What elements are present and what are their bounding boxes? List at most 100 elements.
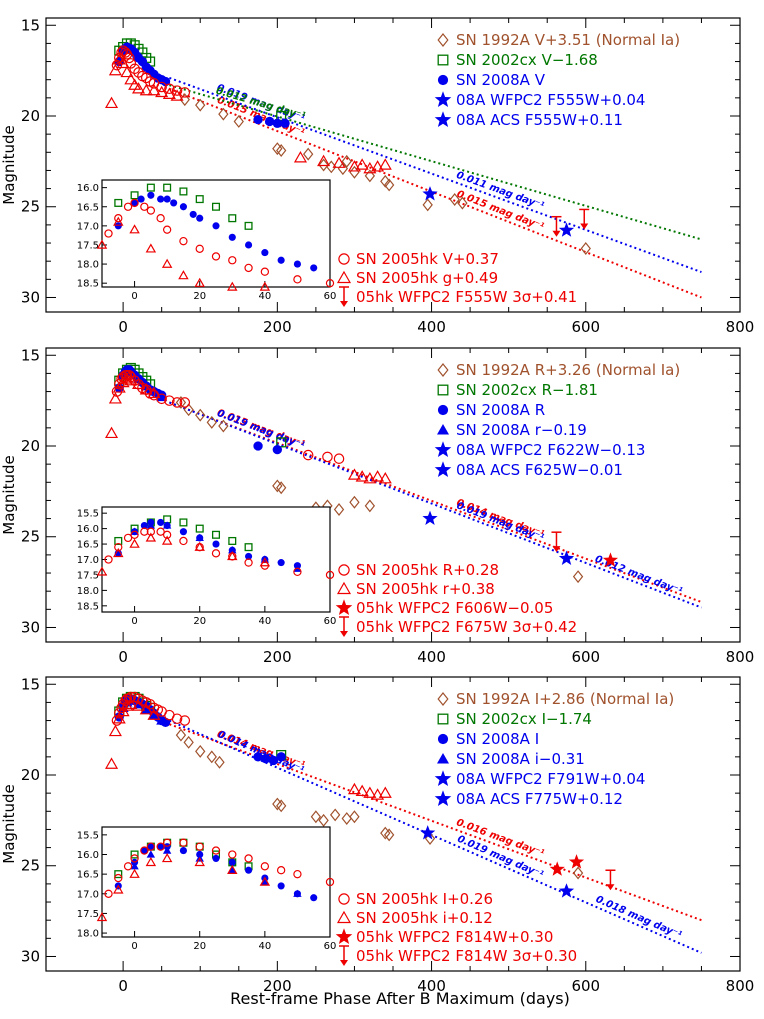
- data-point: [318, 813, 329, 827]
- inset-data-point: [162, 846, 172, 854]
- legend-marker: [338, 893, 350, 905]
- inset-frame: [101, 826, 331, 938]
- inset-data-point: [161, 853, 173, 863]
- inset-x-tick-label: 20: [193, 291, 206, 302]
- data-point: [218, 107, 229, 121]
- data-point: [363, 471, 377, 484]
- legend-marker: [335, 928, 353, 944]
- data-point: [233, 114, 244, 128]
- legend-label: 05hk WFPC2 F675W 3σ+0.42: [356, 618, 577, 636]
- series-sn-2005hk-i: [111, 691, 191, 726]
- inset-data-point: [123, 862, 133, 871]
- legend-label: SN 2005hk R+0.28: [356, 561, 499, 579]
- legend-top: SN 1992A I+2.86 (Normal Ia) SN 2002cx I−1…: [434, 690, 674, 808]
- series-08a-hst: [420, 825, 575, 898]
- data-point: [105, 757, 119, 769]
- inset-y-tick-label: 17.5: [77, 240, 99, 251]
- series-sn-1992a: [175, 395, 584, 584]
- y-tick-label: 15: [21, 675, 40, 693]
- inset-data-point: [293, 869, 302, 879]
- series-05hk-f606w: [602, 552, 618, 567]
- series-05hk-limit: [551, 208, 590, 237]
- data-point: [179, 87, 191, 98]
- legend-label: SN 1992A R+3.26 (Normal Ia): [456, 361, 680, 379]
- inset-data-point: [130, 854, 139, 863]
- data-point: [171, 713, 183, 725]
- inset-data-point: [276, 866, 286, 875]
- data-point: [579, 208, 590, 230]
- inset-y-tick-label: 18.0: [77, 586, 99, 597]
- legend-marker: [335, 599, 353, 615]
- inset-data-point: [146, 206, 156, 215]
- data-point: [113, 708, 125, 719]
- data-point: [333, 503, 345, 516]
- y-tick-label: 25: [21, 857, 40, 875]
- data-point: [120, 65, 134, 78]
- data-point: [183, 403, 194, 417]
- inset-y-tick-label: 17.0: [77, 889, 99, 900]
- inset-data-point: [195, 195, 204, 204]
- inset-data-point: [277, 882, 285, 890]
- data-point: [129, 63, 140, 75]
- inset-y-tick-label: 16.0: [77, 524, 99, 535]
- inset-x-tick-label: 20: [193, 941, 206, 952]
- inset-data-point: [170, 199, 178, 207]
- inset-data-point: [310, 894, 318, 902]
- data-point: [276, 437, 287, 448]
- data-point: [108, 63, 122, 76]
- inset-data-point: [104, 229, 113, 238]
- inset-panel: 0 20 40 60 15.5 16.0 16.5 17.0 17.5 18.0: [77, 826, 336, 952]
- data-point: [371, 788, 385, 800]
- inset-data-point: [244, 221, 253, 230]
- inset-data-point: [104, 889, 113, 898]
- inset-data-point: [114, 198, 123, 207]
- inset-data-point: [293, 889, 302, 897]
- inset-data-point: [146, 521, 156, 529]
- data-point: [422, 198, 433, 212]
- legend-label: SN 2002cx R−1.81: [456, 381, 598, 399]
- data-point: [117, 45, 129, 56]
- inset-data-point: [162, 838, 172, 847]
- data-point: [378, 786, 392, 798]
- inset-data-point: [147, 191, 155, 199]
- data-point: [214, 755, 225, 769]
- inset-data-point: [245, 241, 253, 249]
- series-05hk-f814w: [549, 854, 585, 876]
- legend-marker: [434, 111, 452, 127]
- legend-label: SN 2002cx I−1.74: [456, 710, 592, 728]
- inset-y-tick-label: 17.0: [77, 221, 99, 232]
- decline-rate-label: 0.019 mag day⁻¹: [455, 500, 545, 544]
- x-tick-label: 400: [417, 648, 446, 666]
- inset-data-point: [161, 258, 173, 268]
- y-tick-label: 20: [21, 766, 40, 784]
- inset-data-point: [114, 214, 123, 223]
- decline-line: [169, 84, 702, 241]
- inset-data-point: [245, 552, 253, 560]
- data-point: [302, 449, 314, 461]
- data-point: [371, 160, 385, 172]
- inset-panel: 0 20 40 60 16.0 16.5 17.0 17.5 18.0 18.5: [77, 179, 336, 302]
- data-point: [253, 114, 263, 125]
- legend-label: 08A WFPC2 F622W−0.13: [456, 441, 645, 459]
- inset-data-point: [228, 214, 237, 223]
- inset-data-point: [157, 518, 165, 527]
- legend-marker: [434, 441, 452, 457]
- data-point: [378, 471, 392, 484]
- inset-data-point: [140, 521, 148, 530]
- inset-data-point: [325, 279, 335, 288]
- inset-data-point: [228, 233, 236, 241]
- legend-label: SN 2008A i−0.31: [456, 750, 585, 768]
- data-point: [329, 808, 341, 822]
- inset-x-tick-label: 20: [193, 616, 206, 627]
- inset-data-point: [211, 549, 221, 558]
- inset-data-point: [228, 858, 236, 866]
- inset-y-tick-label: 18.5: [77, 279, 99, 290]
- data-point: [268, 755, 279, 766]
- x-tick-label: 800: [726, 318, 755, 336]
- inset-y-tick-label: 17.5: [77, 909, 99, 920]
- data-point: [322, 451, 333, 463]
- legend-label: 08A WFPC2 F791W+0.04: [456, 770, 645, 788]
- inset-data-point: [244, 543, 253, 552]
- inset-y-tick-label: 16.0: [77, 850, 99, 861]
